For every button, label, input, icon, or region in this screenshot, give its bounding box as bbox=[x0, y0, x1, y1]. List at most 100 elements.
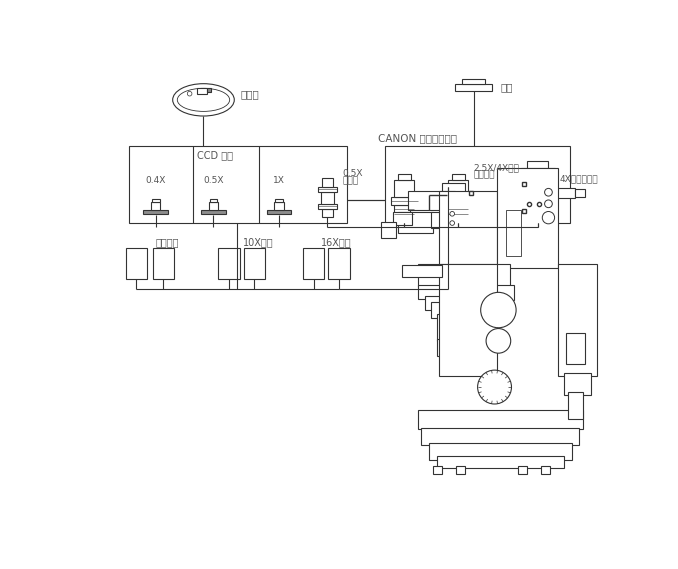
Bar bbox=[266, 210, 292, 214]
Bar bbox=[455, 84, 492, 92]
Bar bbox=[457, 339, 464, 356]
Bar bbox=[197, 88, 207, 94]
Bar bbox=[555, 188, 575, 199]
Circle shape bbox=[187, 92, 192, 96]
Text: 16X目鏡: 16X目鏡 bbox=[321, 237, 352, 248]
Circle shape bbox=[481, 292, 516, 328]
Bar bbox=[322, 178, 333, 187]
Bar bbox=[448, 205, 468, 218]
Bar bbox=[467, 339, 474, 356]
Bar bbox=[431, 302, 481, 318]
Bar bbox=[391, 197, 418, 205]
Bar bbox=[393, 212, 412, 225]
Bar bbox=[471, 284, 514, 300]
Bar bbox=[439, 264, 497, 376]
Text: 0.4X: 0.4X bbox=[146, 176, 166, 185]
Bar bbox=[207, 88, 211, 92]
Text: 0.5X: 0.5X bbox=[343, 168, 363, 178]
Bar bbox=[506, 210, 521, 256]
Bar bbox=[437, 456, 564, 468]
Bar bbox=[218, 249, 240, 279]
Bar bbox=[497, 168, 559, 267]
Bar bbox=[380, 221, 396, 238]
Bar bbox=[429, 443, 572, 460]
Text: CCD 接頭: CCD 接頭 bbox=[197, 150, 233, 160]
Bar bbox=[439, 191, 497, 267]
Bar bbox=[431, 212, 448, 228]
Bar bbox=[402, 265, 442, 277]
Bar bbox=[418, 410, 583, 430]
Text: 10X目鏡: 10X目鏡 bbox=[243, 237, 273, 248]
Circle shape bbox=[477, 370, 511, 404]
Bar bbox=[328, 249, 350, 279]
Ellipse shape bbox=[178, 88, 230, 112]
Bar bbox=[541, 467, 550, 474]
Bar bbox=[303, 249, 324, 279]
Bar bbox=[521, 168, 555, 177]
Bar bbox=[201, 210, 226, 214]
Bar bbox=[398, 212, 433, 233]
Circle shape bbox=[486, 328, 511, 353]
Bar bbox=[418, 264, 510, 287]
Bar bbox=[322, 209, 333, 217]
Bar bbox=[151, 202, 161, 210]
Text: CANON 數碼相機接頭: CANON 數碼相機接頭 bbox=[378, 133, 456, 143]
Bar bbox=[398, 174, 411, 180]
Bar bbox=[318, 187, 337, 192]
Bar bbox=[125, 249, 147, 279]
Bar bbox=[385, 146, 570, 223]
Bar bbox=[456, 467, 465, 474]
Bar bbox=[566, 333, 585, 364]
Text: 4X對焦攝影鏡: 4X對焦攝影鏡 bbox=[559, 174, 598, 183]
Bar bbox=[318, 204, 337, 209]
Bar bbox=[321, 192, 334, 204]
Circle shape bbox=[450, 221, 454, 225]
Bar bbox=[243, 249, 265, 279]
Bar bbox=[410, 192, 452, 215]
Bar bbox=[129, 146, 346, 223]
Bar bbox=[527, 160, 549, 168]
Text: 0.5X: 0.5X bbox=[203, 176, 224, 185]
Bar bbox=[520, 194, 555, 203]
Bar bbox=[395, 205, 414, 218]
Bar bbox=[559, 264, 597, 376]
Bar bbox=[437, 339, 443, 356]
Bar bbox=[447, 339, 454, 356]
Bar bbox=[524, 177, 551, 194]
Bar bbox=[152, 199, 159, 202]
Text: 帶分劃: 帶分劃 bbox=[343, 176, 359, 185]
Bar bbox=[567, 393, 583, 419]
Bar bbox=[448, 180, 468, 197]
Text: 卡環: 卡環 bbox=[501, 83, 513, 93]
Bar bbox=[275, 199, 283, 202]
Ellipse shape bbox=[173, 84, 235, 116]
Circle shape bbox=[450, 212, 454, 216]
Bar bbox=[517, 467, 527, 474]
Bar bbox=[209, 202, 218, 210]
Bar bbox=[441, 339, 473, 352]
Text: 攝影裝置: 攝影裝置 bbox=[474, 171, 495, 180]
Circle shape bbox=[542, 212, 555, 224]
Bar bbox=[433, 467, 442, 474]
Bar bbox=[452, 174, 464, 180]
Circle shape bbox=[544, 188, 553, 196]
Text: 1X: 1X bbox=[273, 176, 285, 185]
Bar bbox=[437, 314, 477, 341]
Bar bbox=[442, 183, 465, 199]
Circle shape bbox=[544, 200, 553, 208]
Bar bbox=[524, 203, 551, 220]
Bar bbox=[575, 189, 585, 197]
Bar bbox=[210, 199, 218, 202]
Text: 2.5X/4X變倍: 2.5X/4X變倍 bbox=[474, 163, 519, 172]
Bar bbox=[275, 202, 283, 210]
Bar bbox=[564, 373, 591, 395]
Text: 分劃目鏡: 分劃目鏡 bbox=[156, 237, 179, 248]
Bar bbox=[422, 428, 579, 445]
Bar bbox=[418, 284, 460, 299]
Bar bbox=[425, 296, 452, 310]
Bar bbox=[462, 79, 485, 84]
Bar bbox=[441, 223, 454, 237]
Bar bbox=[144, 210, 168, 214]
Bar bbox=[445, 197, 471, 205]
Bar bbox=[395, 180, 414, 197]
